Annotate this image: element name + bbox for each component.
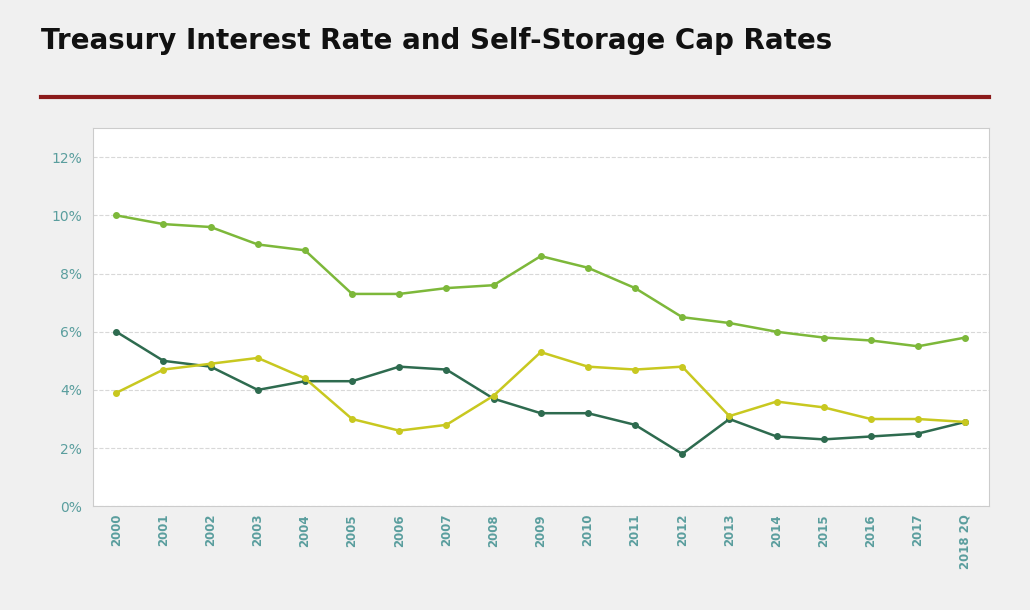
Spread — [723, 412, 735, 420]
Average Self Storage Cap Rate — [204, 223, 216, 231]
Spread — [251, 354, 264, 362]
Line: 10-Year Treasury Interest Rate: 10-Year Treasury Interest Rate — [113, 329, 968, 457]
Average Self Storage Cap Rate — [346, 290, 358, 298]
Text: Treasury Interest Rate and Self-Storage Cap Rates: Treasury Interest Rate and Self-Storage … — [41, 27, 832, 56]
10-Year Treasury Interest Rate — [912, 430, 924, 437]
Average Self Storage Cap Rate — [865, 337, 878, 344]
Spread — [818, 404, 830, 411]
Average Self Storage Cap Rate — [158, 220, 170, 228]
Spread — [346, 415, 358, 423]
Average Self Storage Cap Rate — [393, 290, 406, 298]
10-Year Treasury Interest Rate — [251, 386, 264, 393]
10-Year Treasury Interest Rate — [440, 366, 452, 373]
Average Self Storage Cap Rate — [251, 241, 264, 248]
Average Self Storage Cap Rate — [110, 212, 123, 219]
Spread — [393, 427, 406, 434]
10-Year Treasury Interest Rate — [158, 357, 170, 365]
Spread — [582, 363, 594, 370]
10-Year Treasury Interest Rate — [676, 450, 688, 458]
Spread — [912, 415, 924, 423]
10-Year Treasury Interest Rate — [393, 363, 406, 370]
Average Self Storage Cap Rate — [629, 284, 642, 292]
10-Year Treasury Interest Rate — [723, 415, 735, 423]
Average Self Storage Cap Rate — [535, 253, 547, 260]
Spread — [204, 360, 216, 367]
10-Year Treasury Interest Rate — [818, 436, 830, 443]
Average Self Storage Cap Rate — [299, 246, 311, 254]
Average Self Storage Cap Rate — [818, 334, 830, 341]
10-Year Treasury Interest Rate — [346, 378, 358, 385]
Spread — [535, 348, 547, 356]
Spread — [629, 366, 642, 373]
Line: Average Self Storage Cap Rate: Average Self Storage Cap Rate — [113, 213, 968, 349]
10-Year Treasury Interest Rate — [535, 409, 547, 417]
Average Self Storage Cap Rate — [440, 284, 452, 292]
10-Year Treasury Interest Rate — [582, 409, 594, 417]
Spread — [440, 421, 452, 428]
10-Year Treasury Interest Rate — [110, 328, 123, 336]
Spread — [487, 392, 500, 400]
Spread — [865, 415, 878, 423]
Spread — [676, 363, 688, 370]
Average Self Storage Cap Rate — [959, 334, 971, 341]
10-Year Treasury Interest Rate — [487, 395, 500, 403]
Spread — [959, 418, 971, 426]
10-Year Treasury Interest Rate — [629, 421, 642, 428]
Spread — [110, 389, 123, 396]
Spread — [299, 375, 311, 382]
10-Year Treasury Interest Rate — [865, 433, 878, 440]
10-Year Treasury Interest Rate — [959, 418, 971, 426]
10-Year Treasury Interest Rate — [204, 363, 216, 370]
Average Self Storage Cap Rate — [912, 343, 924, 350]
Average Self Storage Cap Rate — [487, 282, 500, 289]
Line: Spread: Spread — [113, 350, 968, 434]
Average Self Storage Cap Rate — [723, 320, 735, 327]
10-Year Treasury Interest Rate — [299, 378, 311, 385]
Spread — [770, 398, 783, 405]
Average Self Storage Cap Rate — [676, 314, 688, 321]
Average Self Storage Cap Rate — [770, 328, 783, 336]
Average Self Storage Cap Rate — [582, 264, 594, 271]
Spread — [158, 366, 170, 373]
10-Year Treasury Interest Rate — [770, 433, 783, 440]
